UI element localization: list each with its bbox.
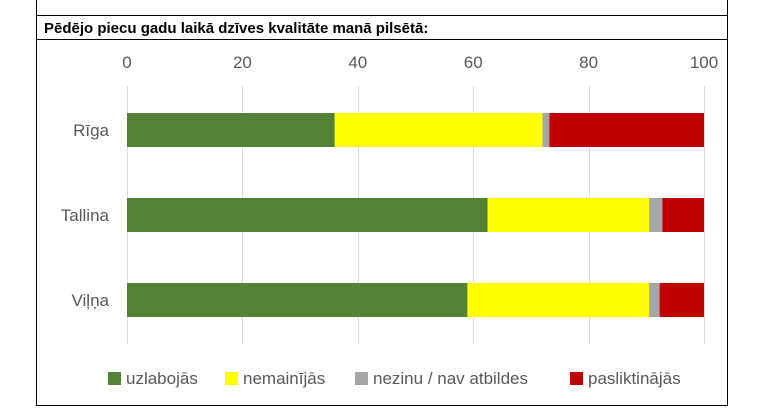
x-tick-label: 100 — [690, 53, 718, 72]
category-label: Rīga — [73, 121, 109, 140]
category-label: Tallina — [61, 206, 110, 225]
bar-segment — [662, 198, 704, 232]
bar-segment — [659, 283, 704, 317]
x-tick-label: 20 — [233, 53, 252, 72]
legend-swatch — [355, 372, 368, 385]
bar-segment — [649, 198, 663, 232]
x-tick-label: 40 — [348, 53, 367, 72]
legend-swatch — [108, 372, 121, 385]
legend-label: pasliktinājās — [588, 369, 681, 388]
x-tick-label: 0 — [122, 53, 131, 72]
legend: uzlabojās nemainījās nezinu / nav atbildes… — [108, 369, 681, 388]
bar-segment — [334, 113, 543, 147]
bar-segment — [127, 283, 468, 317]
legend-label: nemainījās — [243, 369, 325, 388]
chart-title: Pēdējo piecu gadu laikā dzīves kvalitāte… — [44, 20, 428, 37]
bar-segment — [127, 113, 335, 147]
bar-segment — [549, 113, 704, 147]
x-tick-label: 80 — [579, 53, 598, 72]
bar-segment — [487, 198, 650, 232]
category-labels: Rīga Tallina Viļņa — [61, 121, 110, 310]
category-label: Viļņa — [72, 291, 110, 310]
bar-segment — [467, 283, 650, 317]
bar-segment — [649, 283, 660, 317]
bar-segment — [127, 198, 488, 232]
x-tick-label: 60 — [464, 53, 483, 72]
legend-label: nezinu / nav atbildes — [373, 369, 528, 388]
bar-segment — [542, 113, 550, 147]
legend-label: uzlabojās — [126, 369, 198, 388]
x-axis-tick-labels: 0 20 40 60 80 100 — [122, 53, 718, 72]
legend-swatch — [570, 372, 583, 385]
legend-swatch — [225, 372, 238, 385]
bars — [127, 113, 704, 317]
